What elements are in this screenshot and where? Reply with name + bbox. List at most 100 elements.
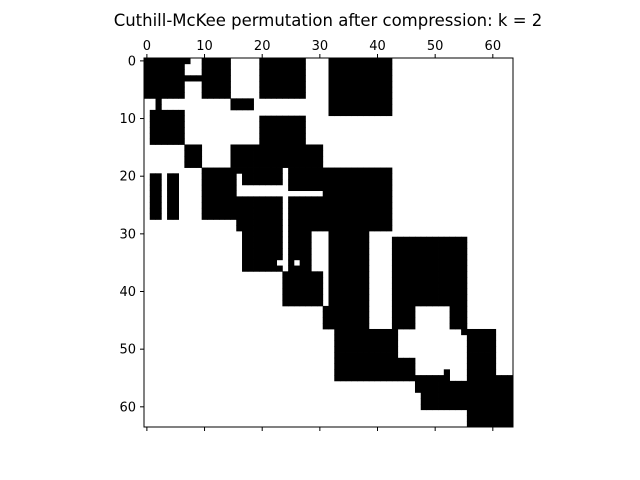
matrix-nonzero-cell — [213, 202, 220, 209]
matrix-nonzero-cell — [426, 265, 433, 272]
matrix-nonzero-cell — [299, 300, 306, 307]
matrix-nonzero-cell — [167, 121, 174, 128]
matrix-nonzero-cell — [403, 357, 410, 364]
matrix-nonzero-cell — [236, 104, 243, 111]
matrix-nonzero-cell — [155, 58, 162, 65]
matrix-nonzero-cell — [299, 259, 306, 266]
matrix-nonzero-cell — [357, 340, 364, 347]
matrix-nonzero-cell — [305, 196, 312, 203]
matrix-nonzero-cell — [443, 288, 450, 295]
matrix-nonzero-cell — [351, 375, 358, 382]
matrix-nonzero-cell — [489, 357, 497, 364]
matrix-nonzero-cell — [443, 369, 450, 376]
matrix-nonzero-cell — [386, 167, 393, 174]
matrix-nonzero-cell — [363, 305, 370, 313]
matrix-nonzero-cell — [172, 213, 179, 220]
matrix-nonzero-cell — [299, 184, 306, 192]
matrix-nonzero-cell — [466, 398, 474, 405]
matrix-nonzero-cell — [167, 58, 174, 65]
matrix-nonzero-cell — [149, 75, 156, 82]
matrix-nonzero-cell — [270, 254, 278, 261]
matrix-nonzero-cell — [305, 259, 312, 266]
matrix-nonzero-cell — [340, 196, 347, 203]
matrix-nonzero-cell — [167, 75, 174, 82]
matrix-nonzero-cell — [288, 58, 295, 65]
matrix-nonzero-cell — [155, 132, 162, 140]
matrix-nonzero-cell — [172, 173, 179, 180]
matrix-nonzero-cell — [167, 115, 174, 122]
matrix-nonzero-cell — [311, 213, 318, 220]
matrix-nonzero-cell — [351, 259, 358, 266]
matrix-nonzero-cell — [207, 184, 214, 192]
matrix-nonzero-cell — [230, 161, 237, 168]
matrix-nonzero-cell — [484, 409, 491, 416]
matrix-nonzero-cell — [478, 375, 485, 382]
matrix-nonzero-cell — [357, 98, 364, 105]
matrix-nonzero-cell — [207, 86, 214, 93]
matrix-nonzero-cell — [426, 403, 433, 411]
matrix-nonzero-cell — [386, 184, 393, 192]
matrix-nonzero-cell — [276, 248, 283, 255]
matrix-nonzero-cell — [368, 219, 376, 226]
matrix-nonzero-cell — [305, 207, 312, 215]
matrix-nonzero-cell — [363, 242, 370, 249]
matrix-nonzero-cell — [478, 409, 485, 416]
matrix-nonzero-cell — [328, 259, 335, 266]
matrix-nonzero-cell — [507, 386, 514, 393]
matrix-nonzero-cell — [299, 121, 306, 128]
matrix-nonzero-cell — [466, 363, 474, 370]
matrix-nonzero-cell — [149, 58, 156, 65]
matrix-nonzero-cell — [328, 219, 335, 226]
matrix-nonzero-cell — [386, 86, 393, 93]
matrix-nonzero-cell — [334, 179, 341, 186]
matrix-nonzero-cell — [426, 277, 433, 284]
matrix-nonzero-cell — [443, 277, 450, 284]
matrix-nonzero-cell — [322, 213, 329, 220]
matrix-nonzero-cell — [363, 311, 370, 318]
matrix-nonzero-cell — [149, 109, 156, 117]
matrix-nonzero-cell — [391, 282, 399, 290]
matrix-nonzero-cell — [449, 311, 456, 318]
matrix-nonzero-cell — [293, 86, 301, 93]
matrix-nonzero-cell — [461, 271, 468, 278]
matrix-nonzero-cell — [357, 242, 364, 249]
matrix-nonzero-cell — [351, 69, 358, 76]
matrix-nonzero-cell — [293, 75, 301, 82]
matrix-nonzero-cell — [276, 156, 283, 163]
matrix-nonzero-cell — [357, 179, 364, 186]
matrix-nonzero-cell — [242, 173, 249, 180]
matrix-nonzero-cell — [218, 63, 226, 70]
matrix-nonzero-cell — [449, 271, 456, 278]
matrix-nonzero-cell — [386, 219, 393, 226]
matrix-nonzero-cell — [351, 328, 358, 336]
matrix-nonzero-cell — [351, 63, 358, 70]
matrix-nonzero-cell — [293, 271, 301, 278]
matrix-nonzero-cell — [230, 179, 237, 186]
matrix-nonzero-cell — [363, 346, 370, 353]
matrix-nonzero-cell — [438, 398, 445, 405]
matrix-nonzero-cell — [265, 150, 272, 157]
matrix-nonzero-cell — [242, 161, 249, 168]
matrix-nonzero-cell — [276, 86, 283, 93]
matrix-nonzero-cell — [351, 248, 358, 255]
matrix-nonzero-cell — [259, 63, 266, 70]
matrix-nonzero-cell — [276, 161, 283, 168]
matrix-nonzero-cell — [368, 202, 376, 209]
matrix-nonzero-cell — [311, 271, 318, 278]
matrix-nonzero-cell — [305, 156, 312, 163]
matrix-nonzero-cell — [438, 242, 445, 249]
matrix-nonzero-cell — [213, 69, 220, 76]
matrix-nonzero-cell — [322, 219, 329, 226]
matrix-nonzero-cell — [334, 58, 341, 65]
matrix-nonzero-cell — [155, 69, 162, 76]
matrix-nonzero-cell — [455, 311, 462, 318]
matrix-nonzero-cell — [305, 150, 312, 157]
matrix-nonzero-cell — [345, 230, 352, 238]
matrix-nonzero-cell — [363, 98, 370, 105]
matrix-nonzero-cell — [259, 230, 266, 238]
matrix-nonzero-cell — [438, 236, 445, 243]
y-tick-label: 30 — [119, 227, 136, 242]
matrix-nonzero-cell — [201, 92, 208, 99]
matrix-nonzero-cell — [178, 121, 185, 128]
matrix-nonzero-cell — [334, 207, 341, 215]
